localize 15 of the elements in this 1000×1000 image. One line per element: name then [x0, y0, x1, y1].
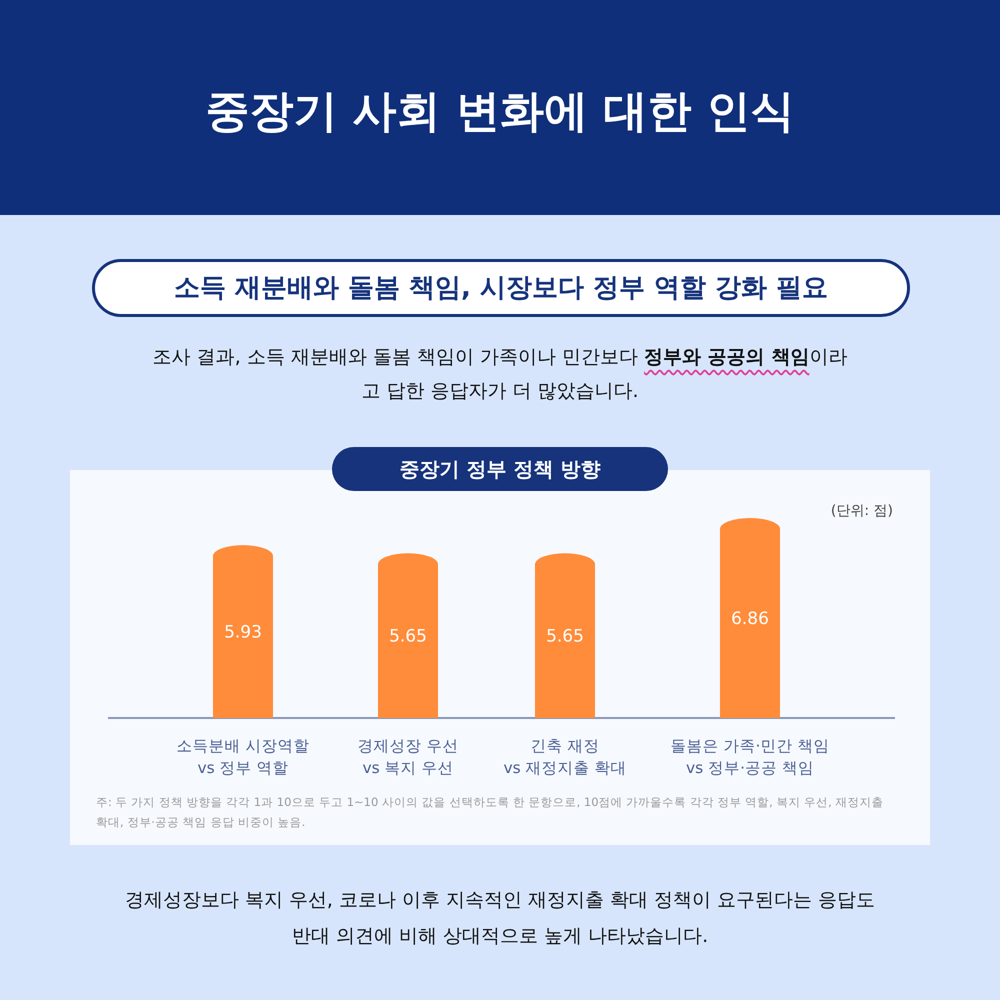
chart-subtitle: 소득 재분배와 돌봄 책임, 시장보다 정부 역할 강화 필요 — [92, 259, 910, 317]
x-tick-label: 돌봄은 가족·민간 책임 vs 정부·공공 책임 — [670, 737, 830, 777]
text: 경제성장보다 복지 우선, 코로나 이후 지속적인 재정지출 확대 정책이 요구된다는 응답도 반대 의견에 비해 상대적으로 높게 나타났습니다. — [124, 888, 876, 949]
text: 주: 두 가지 정책 방향을 각각 1과 10으로 두고 1~10 사이의 값을 선택하도록 한 문항으로, 10점에 가까울수록 각각 정부 역할, 복지 우선, 재정지출 확대, 정부·공공 책임 응답 비중이 높음. — [96, 795, 884, 829]
data-label: 6.86 — [731, 609, 769, 629]
data-label: 5.65 — [389, 626, 427, 647]
x-tick-label: 긴축 재정 vs 재정지출 확대 — [503, 737, 627, 777]
annotation: (단위: 점) — [830, 503, 893, 519]
data-label: 5.65 — [546, 626, 584, 647]
data-label: 5.93 — [224, 622, 262, 643]
text: 중장기 정부 정책 방향 — [332, 447, 668, 491]
x-tick-label: 소득분배 시장역할 vs 정부 역할 — [176, 737, 310, 777]
chart-title: 중장기 사회 변화에 대한 인식 — [204, 85, 796, 139]
x-tick-label: 경제성장 우선 vs 복지 우선 — [358, 737, 458, 777]
text: 조사 결과, 소득 재분배와 돌봄 책임이 가족이나 민간보다 정부와 공공의 책임이라고 답한 응답자가 더 많았습니다. — [152, 346, 848, 402]
